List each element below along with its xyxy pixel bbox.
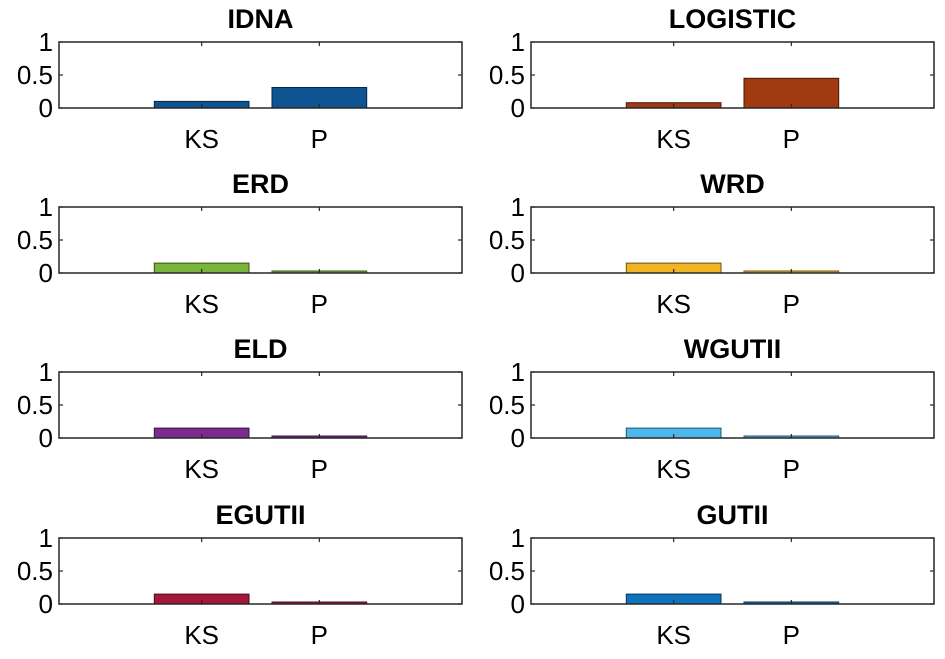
y-tick-label: 1 — [511, 192, 525, 222]
y-tick-label: 1 — [511, 523, 525, 553]
y-tick-label: 0.5 — [489, 60, 525, 90]
y-tick-label: 0.5 — [17, 225, 53, 255]
x-tick-label-p: P — [783, 620, 800, 650]
subplot-erd: 10.50 KS P ERD — [17, 169, 463, 319]
subplot-title: ERD — [232, 169, 289, 199]
subplot-logistic: 10.50 KS P LOGISTIC — [489, 4, 935, 154]
x-tick-label-ks: KS — [656, 124, 691, 154]
y-tick-label: 0.5 — [17, 60, 53, 90]
subplot-idna: 10.50 KS P IDNA — [17, 4, 463, 154]
axes-box — [530, 537, 935, 605]
x-tick-label-ks: KS — [656, 620, 691, 650]
x-tick-label-p: P — [311, 454, 328, 484]
y-tick-label: 0.5 — [489, 390, 525, 420]
y-tick-label: 0 — [511, 93, 525, 123]
y-tick-label: 0.5 — [489, 556, 525, 586]
y-tick-label: 1 — [511, 27, 525, 57]
axes-box — [530, 371, 935, 439]
y-tick-label: 0 — [511, 258, 525, 288]
subplot-title: GUTII — [697, 500, 769, 530]
x-tick-label-p: P — [783, 454, 800, 484]
subplot-wgutii: 10.50 KS P WGUTII — [489, 334, 935, 484]
x-tick-label-ks: KS — [184, 454, 219, 484]
subplot-title: WRD — [700, 169, 764, 199]
y-tick-label: 1 — [39, 192, 53, 222]
y-tick-label: 0.5 — [17, 390, 53, 420]
subplot-eld: 10.50 KS P ELD — [17, 334, 463, 484]
subplot-title: ELD — [234, 334, 288, 364]
y-tick-label: 0 — [511, 589, 525, 619]
subplot-egutii: 10.50 KS P EGUTII — [17, 500, 463, 650]
x-tick-label-p: P — [311, 289, 328, 319]
x-tick-label-ks: KS — [184, 620, 219, 650]
x-tick-label-ks: KS — [184, 124, 219, 154]
x-tick-label-ks: KS — [656, 289, 691, 319]
y-tick-label: 0 — [39, 423, 53, 453]
axes-box — [58, 537, 463, 605]
axes-box — [58, 371, 463, 439]
subplot-title: IDNA — [228, 4, 294, 34]
y-tick-label: 0.5 — [489, 225, 525, 255]
y-tick-label: 0 — [39, 589, 53, 619]
x-tick-label-p: P — [783, 289, 800, 319]
y-tick-label: 0 — [39, 258, 53, 288]
axes-box — [530, 41, 935, 109]
y-tick-label: 0 — [39, 93, 53, 123]
y-tick-label: 0.5 — [17, 556, 53, 586]
subplot-title: EGUTII — [215, 500, 305, 530]
y-tick-label: 0 — [511, 423, 525, 453]
y-tick-label: 1 — [39, 27, 53, 57]
x-tick-label-p: P — [783, 124, 800, 154]
axes-box — [58, 206, 463, 274]
axes-box — [530, 206, 935, 274]
bar-p — [743, 77, 840, 109]
y-tick-label: 1 — [39, 357, 53, 387]
x-tick-label-ks: KS — [656, 454, 691, 484]
subplot-wrd: 10.50 KS P WRD — [489, 169, 935, 319]
x-tick-label-ks: KS — [184, 289, 219, 319]
subplot-title: LOGISTIC — [669, 4, 797, 34]
x-tick-label-p: P — [311, 620, 328, 650]
axes-box — [58, 41, 463, 109]
subplot-gutii: 10.50 KS P GUTII — [489, 500, 935, 650]
subplot-title: WGUTII — [684, 334, 781, 364]
y-tick-label: 1 — [39, 523, 53, 553]
y-tick-label: 1 — [511, 357, 525, 387]
x-tick-label-p: P — [311, 124, 328, 154]
